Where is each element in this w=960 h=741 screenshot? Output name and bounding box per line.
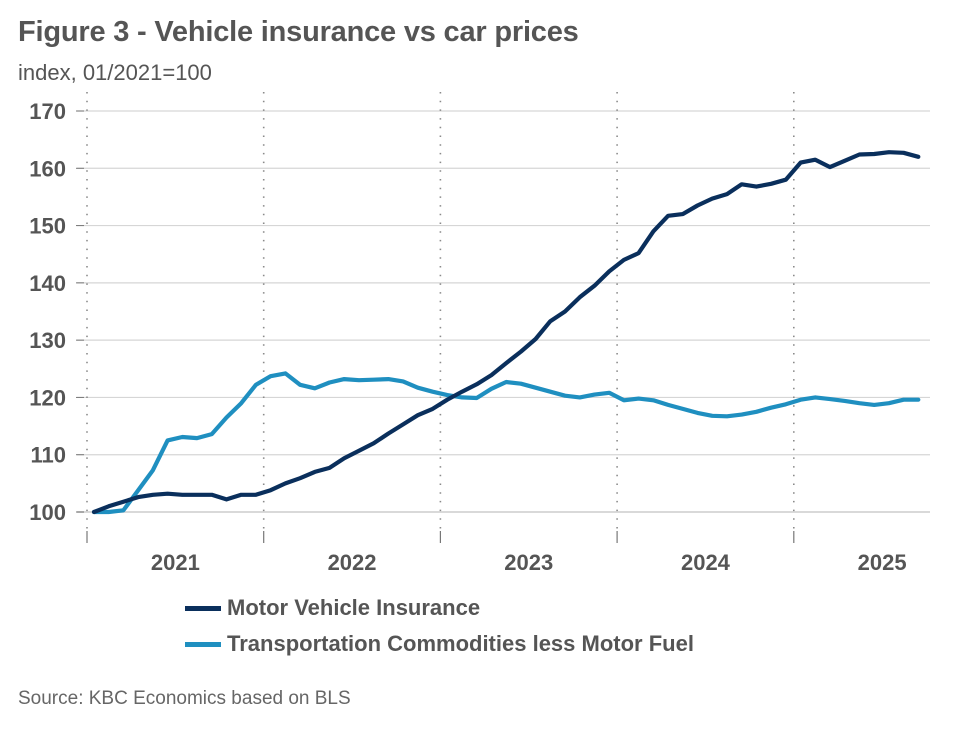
y-tick-label: 140 — [29, 271, 66, 296]
x-tick-label: 2025 — [858, 550, 907, 575]
legend-item-insurance: Motor Vehicle Insurance — [185, 590, 694, 626]
chart-title: Figure 3 - Vehicle insurance vs car pric… — [18, 16, 579, 48]
x-axis: 2021 2022 2023 2024 2025 — [86, 531, 907, 575]
y-tick-label: 100 — [29, 500, 66, 525]
x-tick-label: 2021 — [151, 550, 200, 575]
x-tick-label: 2023 — [504, 550, 553, 575]
legend-item-transport: Transportation Commodities less Motor Fu… — [185, 626, 694, 662]
series-lines — [91, 150, 921, 515]
y-tick-label: 150 — [29, 214, 66, 239]
y-tick-label: 160 — [29, 156, 66, 181]
legend-label: Motor Vehicle Insurance — [227, 595, 481, 620]
y-tick-label: 170 — [29, 99, 66, 124]
x-tick-label: 2022 — [328, 550, 377, 575]
y-tick-label: 130 — [29, 328, 66, 353]
year-separators — [86, 92, 795, 532]
legend-swatch-transport — [185, 641, 221, 647]
series-line-motor-vehicle-insurance — [91, 150, 921, 515]
grid-lines — [77, 110, 930, 513]
legend: Motor Vehicle Insurance Transportation C… — [185, 590, 694, 662]
legend-label: Transportation Commodities less Motor Fu… — [227, 631, 694, 656]
y-tick-label: 120 — [29, 385, 66, 410]
series-line-transportation-commodities — [91, 371, 921, 515]
chart-subtitle: index, 01/2021=100 — [18, 60, 212, 85]
x-tick-label: 2024 — [681, 550, 731, 575]
source-note: Source: KBC Economics based on BLS — [18, 688, 351, 709]
y-tick-label: 110 — [31, 443, 67, 468]
legend-swatch-insurance — [185, 605, 221, 611]
y-axis: 100 110 120 130 140 150 160 170 — [29, 99, 84, 525]
